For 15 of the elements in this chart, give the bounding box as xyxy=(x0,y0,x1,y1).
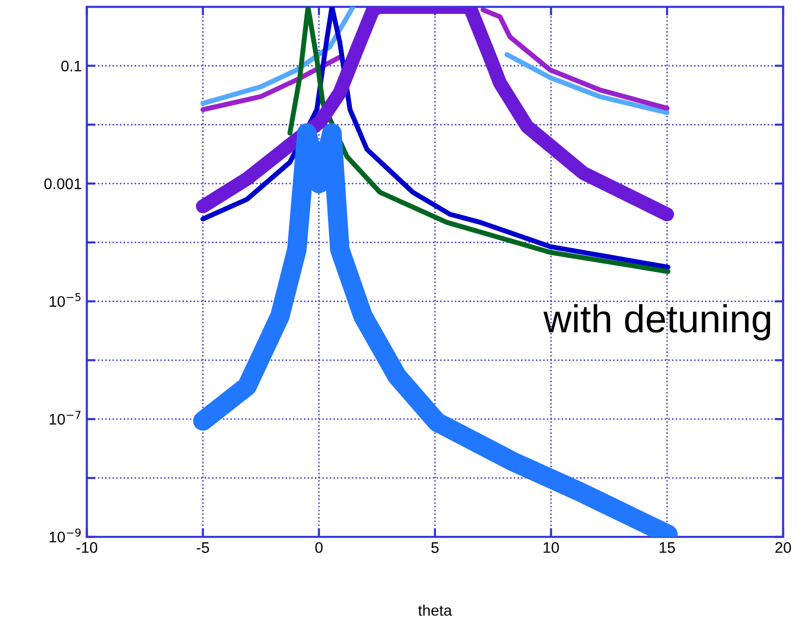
x-tick-label: 20 xyxy=(775,542,791,553)
x-tick-label: -10 xyxy=(76,542,98,553)
y-tick-label: 0.001 xyxy=(44,178,82,190)
y-tick-label: 0.1 xyxy=(61,60,82,72)
annotation: with detuning xyxy=(543,304,770,340)
x-tick-label: -5 xyxy=(196,542,210,553)
x-axis-title: theta xyxy=(418,604,452,616)
x-tick-label: 5 xyxy=(431,542,439,553)
x-tick-label: 15 xyxy=(660,542,675,553)
y-tick-label: 10$^{−7}$ xyxy=(50,410,81,425)
y-tick-label: 10$^{−5}$ xyxy=(50,293,80,307)
x-tick-label: 0 xyxy=(315,542,323,553)
line-series xyxy=(287,6,670,274)
x-tick-label: 10 xyxy=(544,542,559,553)
y-tick-label: 10$^{−9}$ xyxy=(50,528,81,542)
